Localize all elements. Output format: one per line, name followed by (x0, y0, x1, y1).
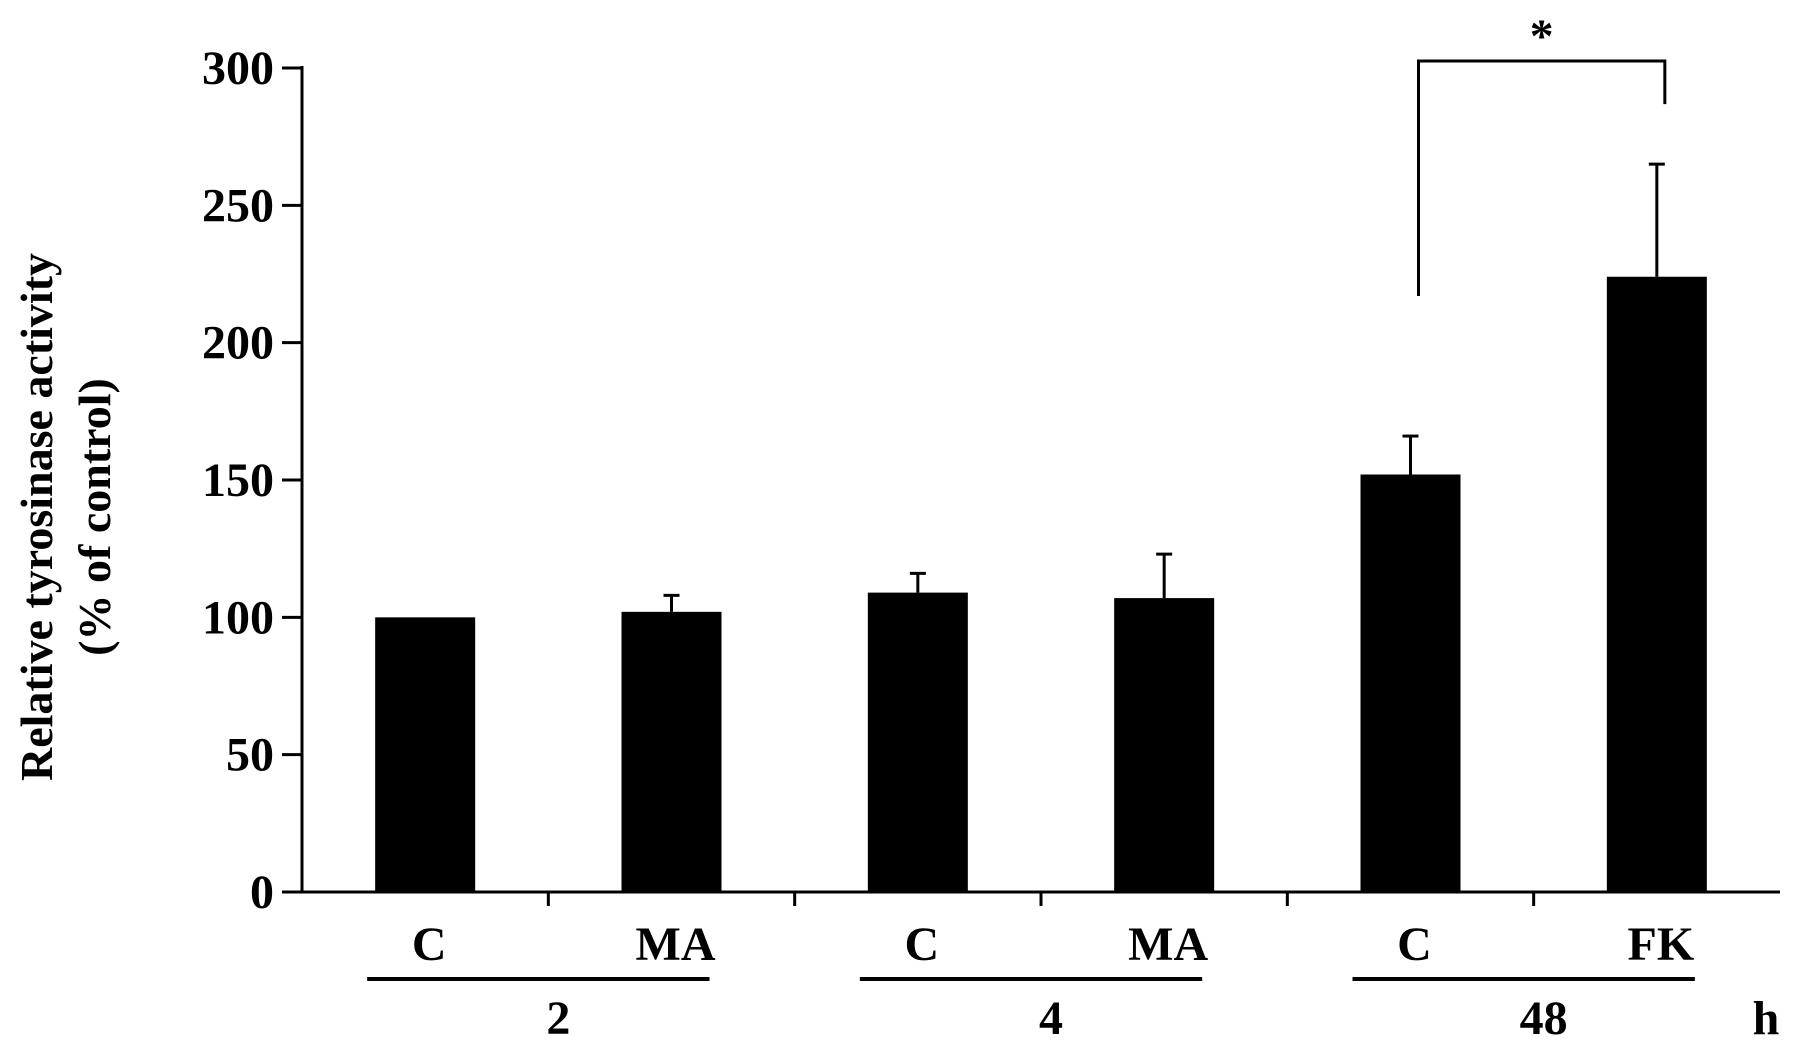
x-category-label-0: C (412, 918, 447, 971)
x-category-label-1: MA (636, 918, 716, 971)
significance-label-0: * (1530, 10, 1554, 63)
y-axis-label-unit: (% of control) (69, 378, 120, 656)
y-tick-label-5: 250 (202, 179, 274, 232)
y-tick-label-1: 50 (226, 729, 274, 782)
y-tick-label-3: 150 (202, 454, 274, 507)
y-tick-label-6: 300 (202, 42, 274, 95)
bar-1 (621, 611, 722, 892)
x-category-label-2: C (904, 918, 939, 971)
bar-4 (1360, 474, 1461, 892)
bar-0 (375, 617, 476, 892)
x-category-label-3: MA (1128, 918, 1208, 971)
group-unit-label: h (1753, 992, 1780, 1045)
significance-bracket-0 (1417, 59, 1667, 297)
group-label-2: 48 (1520, 992, 1568, 1045)
y-axis-label: Relative tyrosinase activity (11, 253, 62, 781)
bar-2 (867, 592, 968, 892)
y-axis-label-group: Relative tyrosinase activity (% of contr… (11, 253, 120, 781)
bar-3 (1114, 598, 1215, 892)
x-category-label-4: C (1397, 918, 1432, 971)
y-tick-label-0: 0 (250, 866, 274, 919)
y-tick-label-2: 100 (202, 591, 274, 644)
group-label-1: 4 (1039, 992, 1063, 1045)
x-category-label-5: FK (1628, 918, 1695, 971)
group-label-0: 2 (546, 992, 570, 1045)
bar-5 (1606, 276, 1707, 892)
y-tick-label-4: 200 (202, 317, 274, 370)
